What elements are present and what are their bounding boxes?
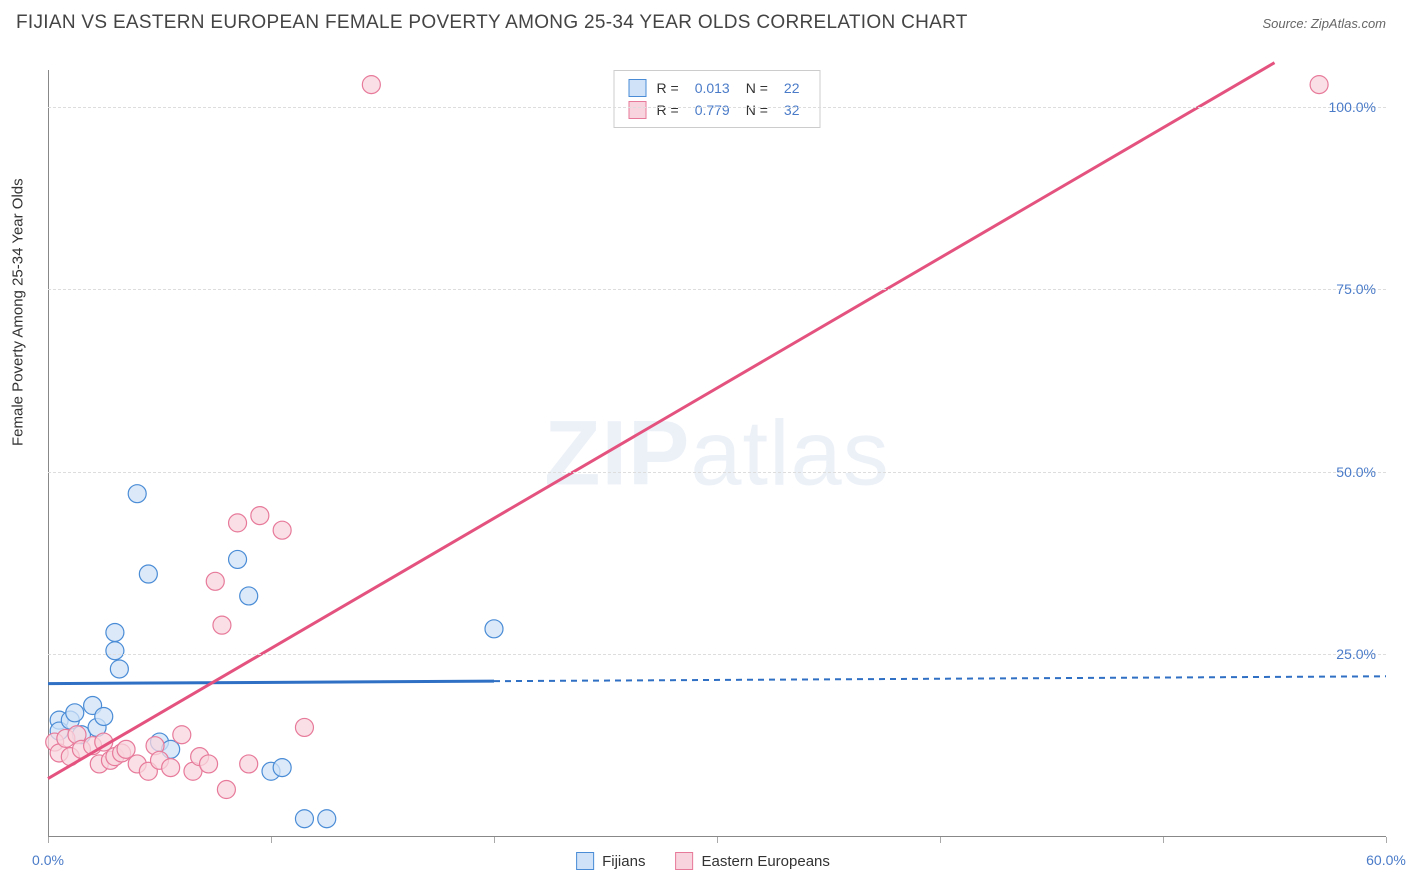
data-point — [240, 755, 258, 773]
gridline — [48, 107, 1386, 108]
legend-n-label: N = — [746, 80, 768, 96]
data-point — [229, 550, 247, 568]
x-tick-label: 60.0% — [1366, 852, 1406, 868]
x-tick-label: 0.0% — [32, 852, 64, 868]
chart-area: ZIPatlas R =0.013N =22R =0.779N =32 25.0… — [48, 70, 1386, 837]
x-tick-mark — [940, 837, 941, 843]
y-tick-label: 50.0% — [1336, 464, 1376, 480]
data-point — [229, 514, 247, 532]
gridline — [48, 289, 1386, 290]
data-point — [110, 660, 128, 678]
data-point — [295, 810, 313, 828]
data-point — [95, 707, 113, 725]
data-point — [1310, 76, 1328, 94]
legend-swatch-eastern — [675, 852, 693, 870]
legend-n-value: 32 — [784, 102, 800, 118]
x-tick-mark — [717, 837, 718, 843]
legend-bottom: Fijians Eastern Europeans — [576, 852, 830, 870]
source-label: Source: ZipAtlas.com — [1262, 16, 1386, 31]
y-tick-label: 25.0% — [1336, 646, 1376, 662]
data-point — [295, 718, 313, 736]
x-tick-mark — [48, 837, 49, 843]
legend-n-value: 22 — [784, 80, 800, 96]
data-point — [128, 485, 146, 503]
data-point — [217, 781, 235, 799]
data-point — [318, 810, 336, 828]
y-tick-label: 75.0% — [1336, 281, 1376, 297]
data-point — [139, 565, 157, 583]
legend-r-value: 0.013 — [695, 80, 730, 96]
chart-title: FIJIAN VS EASTERN EUROPEAN FEMALE POVERT… — [16, 12, 968, 34]
data-point — [162, 759, 180, 777]
data-point — [117, 740, 135, 758]
data-point — [106, 623, 124, 641]
legend-top-row: R = 0.013 N = 22 — [629, 77, 806, 99]
data-point — [173, 726, 191, 744]
legend-swatch — [629, 101, 647, 119]
y-tick-label: 100.0% — [1329, 99, 1376, 115]
legend-r-label: R = — [657, 102, 679, 118]
x-tick-mark — [271, 837, 272, 843]
trend-line-dashed — [494, 676, 1386, 681]
legend-item-eastern: Eastern Europeans — [675, 852, 829, 870]
trend-line-solid — [48, 681, 494, 683]
legend-label-fijians: Fijians — [602, 853, 645, 870]
legend-r-label: R = — [657, 80, 679, 96]
legend-label-eastern: Eastern Europeans — [701, 853, 829, 870]
y-axis-label: Female Poverty Among 25-34 Year Olds — [10, 178, 27, 446]
legend-r-value: 0.779 — [695, 102, 730, 118]
data-point — [66, 704, 84, 722]
data-point — [485, 620, 503, 638]
data-point — [213, 616, 231, 634]
plot-svg — [48, 70, 1386, 837]
data-point — [200, 755, 218, 773]
x-tick-mark — [494, 837, 495, 843]
legend-n-label: N = — [746, 102, 768, 118]
data-point — [240, 587, 258, 605]
legend-swatch — [629, 79, 647, 97]
gridline — [48, 654, 1386, 655]
legend-top: R = 0.013 N = 22 R = 0.779 N = 32 — [614, 70, 821, 128]
x-tick-mark — [1163, 837, 1164, 843]
data-point — [206, 572, 224, 590]
data-point — [251, 507, 269, 525]
trend-line-solid — [48, 63, 1275, 779]
data-point — [362, 76, 380, 94]
data-point — [273, 521, 291, 539]
data-point — [106, 642, 124, 660]
legend-top-row: R = 0.779 N = 32 — [629, 99, 806, 121]
legend-swatch-fijians — [576, 852, 594, 870]
x-tick-mark — [1386, 837, 1387, 843]
gridline — [48, 472, 1386, 473]
legend-item-fijians: Fijians — [576, 852, 645, 870]
data-point — [273, 759, 291, 777]
